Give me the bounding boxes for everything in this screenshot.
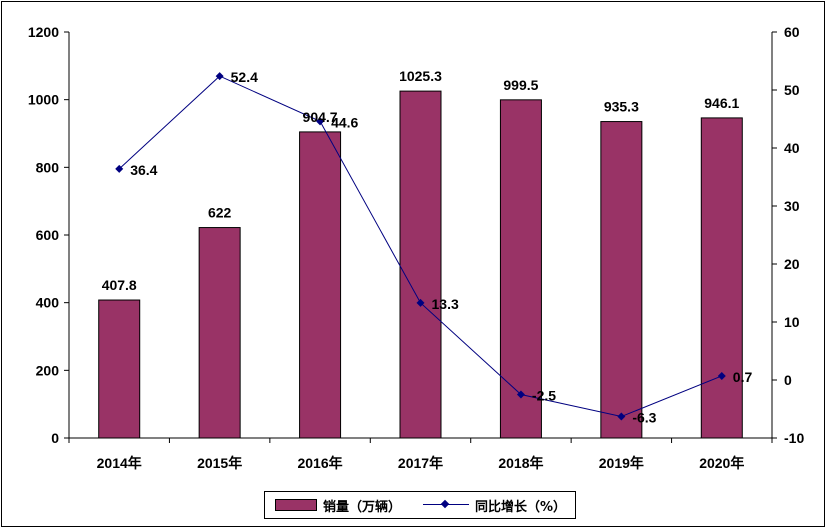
bar <box>98 299 141 439</box>
y-right-tick-label: 60 <box>784 24 800 40</box>
y-left-tick-label: 200 <box>36 362 60 378</box>
growth-data-label: 44.6 <box>331 114 358 130</box>
growth-point <box>215 72 224 81</box>
growth-point <box>115 164 124 173</box>
y-right-tick-label: -10 <box>784 430 804 446</box>
bar-data-label: 407.8 <box>102 277 137 293</box>
bar <box>198 227 241 439</box>
bar <box>399 90 442 439</box>
y-left-tick-label: 800 <box>36 159 60 175</box>
bar-data-label: 622 <box>208 205 232 221</box>
x-tick-label: 2020年 <box>699 455 744 471</box>
y-right-tick-label: 40 <box>784 140 800 156</box>
bar-data-label: 1025.3 <box>399 68 442 84</box>
y-left-tick-label: 1200 <box>28 24 59 40</box>
growth-data-label: -6.3 <box>632 410 656 426</box>
growth-data-label: 36.4 <box>130 162 157 178</box>
bar-data-label: 935.3 <box>604 99 639 115</box>
bar-data-label: 999.5 <box>503 77 538 93</box>
growth-point <box>617 412 626 421</box>
legend-label-sales: 销量（万辆） <box>323 499 402 515</box>
x-tick-label: 2017年 <box>398 455 443 471</box>
y-left-tick-label: 1000 <box>28 92 59 108</box>
x-tick-label: 2016年 <box>297 455 342 471</box>
bar <box>299 131 342 439</box>
y-left-tick-label: 400 <box>36 295 60 311</box>
growth-point <box>516 390 525 399</box>
y-right-tick-label: 10 <box>784 314 800 330</box>
legend-item-growth: 同比增长（%） <box>423 496 566 515</box>
bar-data-label: 946.1 <box>704 95 739 111</box>
growth-data-label: 13.3 <box>432 296 459 312</box>
growth-point <box>416 298 425 307</box>
x-tick-label: 2018年 <box>498 455 543 471</box>
y-right-tick-label: 20 <box>784 256 800 272</box>
bar <box>700 117 743 439</box>
x-tick-label: 2015年 <box>197 455 242 471</box>
legend-swatch-bar <box>275 499 317 511</box>
y-right-tick-label: 0 <box>784 372 792 388</box>
x-tick-label: 2019年 <box>599 455 644 471</box>
bar <box>600 121 643 439</box>
bar-data-label: 904.7 <box>303 109 338 125</box>
growth-point <box>316 117 325 126</box>
legend-swatch-line <box>423 499 470 511</box>
growth-data-label: 0.7 <box>733 369 753 385</box>
growth-point <box>717 371 726 380</box>
growth-data-label: 52.4 <box>231 69 258 85</box>
legend: 销量（万辆） 同比增长（%） <box>264 491 576 519</box>
y-left-tick-label: 0 <box>51 430 59 446</box>
y-left-tick-label: 600 <box>36 227 60 243</box>
legend-item-sales: 销量（万辆） <box>275 496 401 515</box>
legend-label-growth: 同比增长（%） <box>475 499 567 515</box>
y-right-tick-label: 30 <box>784 198 800 214</box>
x-tick-label: 2014年 <box>97 455 142 471</box>
y-right-tick-label: 50 <box>784 82 800 98</box>
growth-data-label: -2.5 <box>532 388 556 404</box>
